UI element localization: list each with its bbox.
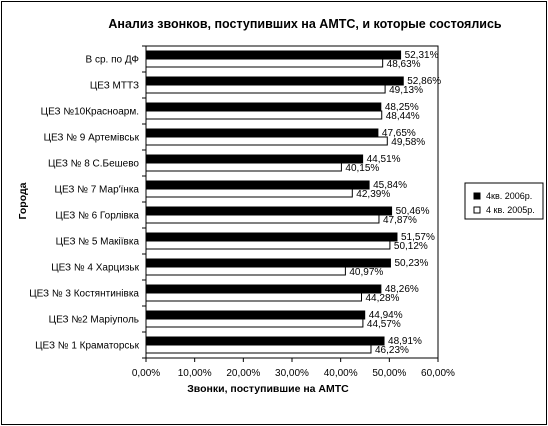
category-label: ЦЕЗ №10Красноарм. — [41, 107, 139, 118]
legend-label-2005: 4 кв. 2005р. — [486, 205, 535, 215]
category-label: ЦЕЗ № 3 Костянтинівка — [29, 289, 139, 300]
category-label: ЦЕЗ МТТЗ — [90, 81, 139, 92]
bar-2005 — [145, 84, 386, 94]
x-tick-label: 0,00% — [132, 368, 160, 379]
category-label: ЦЕЗ № 5 Макіївка — [56, 237, 140, 248]
bar-2005 — [145, 136, 388, 146]
data-label-2006: 48,25% — [385, 102, 419, 113]
data-label-2006: 50,46% — [396, 206, 430, 217]
legend-swatch-2005 — [473, 206, 481, 214]
data-label-2005: 40,15% — [345, 163, 379, 174]
data-label-2006: 52,86% — [407, 76, 441, 87]
bar-2005 — [145, 214, 380, 224]
category-label: ЦЕЗ № 6 Горлівка — [55, 211, 139, 222]
data-label-2006: 48,26% — [385, 284, 419, 295]
bar-2006 — [145, 128, 379, 138]
data-label-2006: 48,91% — [388, 336, 422, 347]
data-label-2006: 44,51% — [367, 154, 401, 165]
bar-2005 — [145, 110, 383, 120]
chart-title: Анализ звонков, поступивших на АМТС, и к… — [108, 17, 502, 31]
data-label-2005: 50,12% — [394, 241, 428, 252]
data-label-2005: 47,87% — [383, 215, 417, 226]
data-label-2005: 49,13% — [389, 85, 423, 96]
bar-2005 — [145, 240, 391, 250]
legend: 4кв. 2006р. 4 кв. 2005р. — [464, 182, 544, 220]
bar-2006 — [145, 232, 398, 242]
data-label-2005: 42,39% — [356, 189, 390, 200]
category-label: В ср. по ДФ — [86, 55, 140, 66]
bar-2006 — [145, 310, 366, 320]
data-label-2005: 48,63% — [387, 59, 421, 70]
category-label: ЦЕЗ № 7 Мар'їнка — [55, 185, 140, 196]
bar-2006 — [145, 258, 391, 268]
x-axis-title: Звонки, поступившие на АМТС — [187, 383, 349, 395]
bar-2006 — [145, 50, 402, 60]
x-tick-label: 20,00% — [226, 368, 260, 379]
data-label-2006: 47,65% — [382, 128, 416, 139]
data-label-2005: 48,44% — [386, 111, 420, 122]
bar-2005 — [145, 344, 372, 354]
x-tick-label: 50,00% — [372, 368, 406, 379]
bar-2006 — [145, 102, 382, 112]
bar-2006 — [145, 180, 370, 190]
x-tick-label: 10,00% — [178, 368, 212, 379]
y-axis-title: Города — [17, 182, 29, 219]
data-label-2006: 45,84% — [373, 180, 407, 191]
bar-2006 — [145, 336, 385, 346]
data-label-2006: 52,31% — [405, 50, 439, 61]
data-label-2005: 40,97% — [349, 267, 383, 278]
bar-2006 — [145, 154, 364, 164]
bar-2005 — [145, 188, 353, 198]
category-label: ЦЕЗ № 4 Харцизьк — [51, 263, 139, 274]
bar-2006 — [145, 284, 382, 294]
data-label-2006: 51,57% — [401, 232, 435, 243]
data-label-2005: 44,28% — [365, 293, 399, 304]
data-label-2005: 44,57% — [367, 319, 401, 330]
data-label-2006: 44,94% — [369, 310, 403, 321]
plot-area: 0,00% 10,00% 20,00% 30,00% 40,00% 50,00% 60,00… — [29, 45, 455, 379]
bar-2006 — [145, 206, 393, 216]
x-tick-label: 60,00% — [421, 368, 455, 379]
data-label-2005: 46,23% — [375, 345, 409, 356]
x-tick-label: 40,00% — [324, 368, 358, 379]
legend-label-2006: 4кв. 2006р. — [486, 191, 532, 201]
bar-2006 — [145, 76, 404, 86]
bar-2005 — [145, 292, 362, 302]
bar-2005 — [145, 266, 346, 276]
category-label: ЦЕЗ № 9 Артемівськ — [44, 133, 140, 144]
data-label-2005: 49,58% — [391, 137, 425, 148]
data-label-2006: 50,23% — [394, 258, 428, 269]
bar-2005 — [145, 318, 364, 328]
category-label: ЦЕЗ №2 Маріуполь — [49, 315, 139, 326]
bar-2005 — [145, 58, 384, 68]
category-label: ЦЕЗ № 8 С.Бешево — [48, 159, 139, 170]
category-label: ЦЕЗ № 1 Краматорськ — [35, 341, 139, 352]
bar-2005 — [145, 162, 342, 172]
legend-swatch-2006 — [473, 192, 481, 200]
x-tick-label: 30,00% — [275, 368, 309, 379]
